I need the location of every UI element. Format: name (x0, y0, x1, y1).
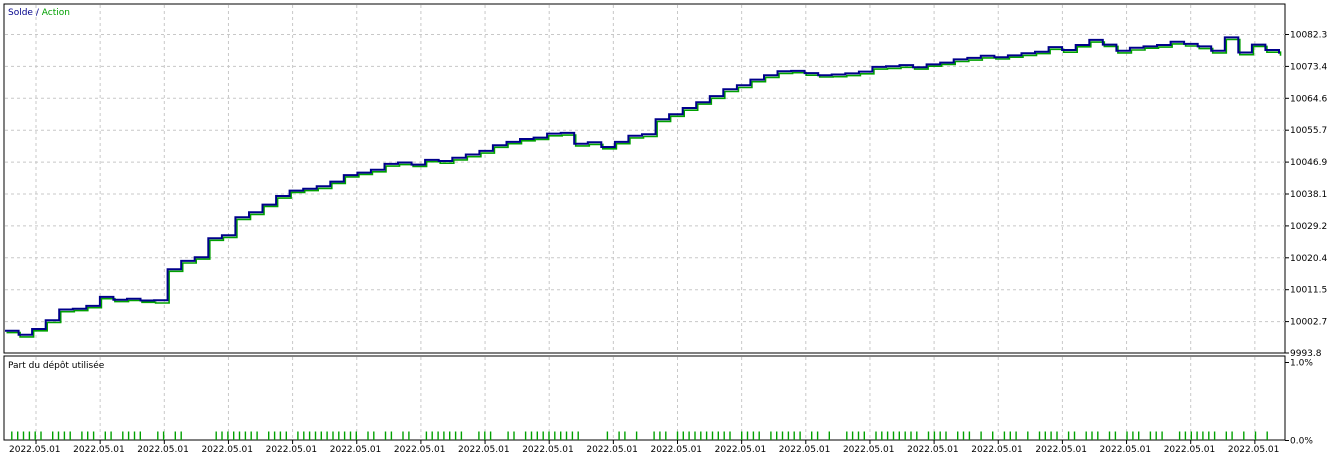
x-tick-label: 2022.05.01 (586, 445, 638, 455)
y-tick-label: 1.0% (1290, 359, 1313, 369)
series-line-solde (5, 36, 1280, 336)
legend-item-solde: Solde (8, 8, 33, 18)
x-tick-label: 2022.05.01 (1035, 445, 1087, 455)
sub-panel-title: Part du dépôt utilisée (8, 360, 105, 371)
x-tick-label: 2022.05.01 (1100, 445, 1152, 455)
main-panel-frame (3, 3, 1286, 354)
y-tick-label: 0.0% (1290, 437, 1313, 447)
x-tick-label: 2022.05.01 (1228, 445, 1280, 455)
y-tick-label: 9993.8 (1290, 349, 1322, 359)
x-tick-label: 2022.05.01 (330, 445, 382, 455)
y-tick-label: 10046.9 (1290, 158, 1327, 168)
x-tick-label: 2022.05.01 (458, 445, 510, 455)
y-tick-label: 10029.2 (1290, 222, 1327, 232)
x-tick-label: 2022.05.01 (843, 445, 895, 455)
x-tick-label: 2022.05.01 (715, 445, 767, 455)
x-tick-label: 2022.05.01 (651, 445, 703, 455)
y-tick-label: 10055.7 (1290, 126, 1327, 136)
y-tick-label: 10020.4 (1290, 254, 1327, 264)
x-axis: 2022.05.01 2022.05.01 2022.05.01 2022.05.01… (9, 440, 1279, 455)
x-tick-label: 2022.05.01 (9, 445, 61, 455)
y-tick-label: 10002.7 (1290, 318, 1327, 328)
sub-grid (35, 357, 1256, 440)
main-series (5, 36, 1282, 338)
sub-y-axis: 1.0% 0.0% (1285, 359, 1313, 447)
x-tick-label: 2022.05.01 (266, 445, 318, 455)
x-tick-label: 2022.05.01 (971, 445, 1023, 455)
x-tick-label: 2022.05.01 (779, 445, 831, 455)
main-grid (5, 5, 1285, 353)
y-tick-label: 10011.5 (1290, 286, 1327, 296)
x-tick-label: 2022.05.01 (522, 445, 574, 455)
x-tick-label: 2022.05.01 (907, 445, 959, 455)
y-tick-label: 10064.6 (1290, 94, 1327, 104)
y-tick-label: 10073.4 (1290, 62, 1327, 72)
x-tick-label: 2022.05.01 (201, 445, 253, 455)
x-tick-label: 2022.05.01 (1164, 445, 1216, 455)
x-tick-label: 2022.05.01 (73, 445, 125, 455)
main-y-axis: 10082.3 10073.4 10064.6 10055.7 10046.9 10038… (1285, 31, 1327, 359)
y-tick-label: 10082.3 (1290, 31, 1327, 41)
legend-item-action: Action (42, 8, 70, 18)
sub-panel-frame (3, 355, 1286, 441)
series-line-action (6, 38, 1282, 338)
legend: Solde / Action (8, 8, 70, 18)
x-tick-label: 2022.05.01 (137, 445, 189, 455)
x-tick-label: 2022.05.01 (394, 445, 446, 455)
legend-separator: / (33, 8, 42, 18)
sub-bars (11, 431, 1268, 440)
y-tick-label: 10038.1 (1290, 190, 1327, 200)
